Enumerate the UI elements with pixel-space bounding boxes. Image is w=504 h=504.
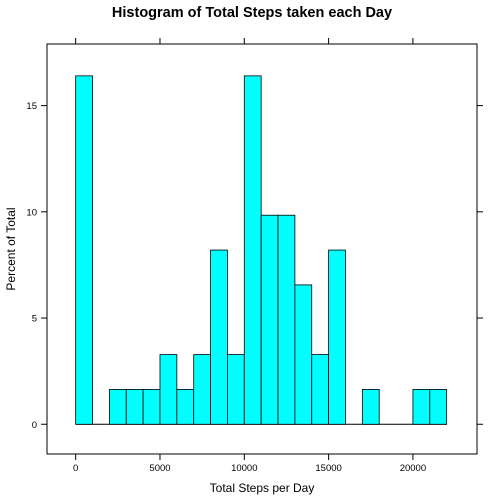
ticks-group: 0 5000 10000 15000 20000 0 5 10 15 [26,38,483,474]
x-tick-label: 5000 [149,463,170,474]
x-tick-label: 20000 [400,463,426,474]
x-tick-label: 15000 [315,463,341,474]
histogram-bar [75,75,93,425]
histogram-bar [429,389,448,425]
histogram-bar [142,389,161,425]
histogram-bar [125,389,144,425]
y-tick-label: 0 [32,420,37,431]
histogram-bar [243,75,262,425]
chart-title: Histogram of Total Steps taken each Day [112,5,392,21]
histogram-bar [176,389,195,425]
y-tick-label: 10 [26,207,37,218]
y-axis-label: Percent of Total [4,207,18,290]
histogram-bar [210,249,228,425]
histogram-bar [227,354,245,425]
histogram-bar [108,389,127,425]
x-tick-label: 0 [73,463,78,474]
histogram-bar [260,214,279,425]
histogram-bar [311,354,330,425]
histogram-bar [277,214,296,425]
plot-frame [46,43,478,455]
bars-group [75,75,448,425]
y-tick-label: 15 [26,101,37,112]
histogram-bar [159,354,178,425]
x-tick-label: 10000 [231,463,257,474]
histogram-bar [294,284,313,425]
histogram-bar [328,249,346,425]
histogram-bar [412,389,431,425]
histogram-bar [361,389,380,425]
histogram-bar [193,354,211,425]
y-tick-label: 5 [32,314,37,325]
x-axis-label: Total Steps per Day [210,481,315,495]
